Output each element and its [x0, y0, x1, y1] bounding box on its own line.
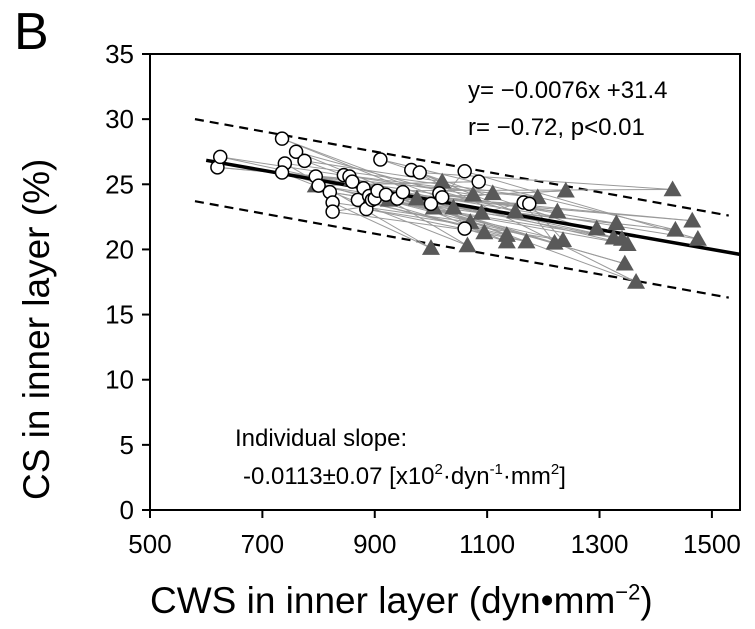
circle-point	[373, 152, 388, 167]
slope-value-sup-1: 2	[435, 461, 443, 478]
circle-point	[311, 178, 326, 193]
triangle-point	[421, 239, 440, 255]
circle-point	[434, 190, 450, 205]
triangle-point	[483, 184, 502, 201]
slope-value-mid-2: ·mm	[503, 463, 551, 490]
triangle-point	[517, 232, 536, 249]
circle-point	[457, 164, 472, 179]
slope-value-end: ]	[559, 463, 566, 490]
pair-line	[528, 203, 564, 241]
circle-point	[288, 144, 304, 159]
slope-value-mid-1: ·dyn	[443, 463, 490, 490]
slope-value-text: -0.0113±0.07 [x10	[243, 463, 435, 490]
y-tick-label: 20	[105, 234, 134, 264]
triangle-point	[444, 198, 463, 215]
slope-title-annotation: Individual slope:	[235, 425, 407, 452]
x-tick-label: 1100	[459, 529, 515, 559]
x-tick-label: 700	[241, 529, 284, 559]
triangle-point	[615, 254, 634, 271]
y-tick-label: 15	[105, 300, 134, 330]
x-axis-label: CWS in inner layer (dyn•mm−2)	[150, 580, 653, 622]
triangle-point	[475, 223, 494, 240]
pair-line	[374, 198, 628, 245]
regression-line	[205, 158, 741, 257]
x-tick-label: 900	[353, 529, 396, 559]
circle-point	[457, 221, 472, 236]
triangle-point	[554, 231, 572, 248]
correlation-annotation: r= −0.72, p<0.01	[468, 114, 645, 141]
triangle-point	[458, 236, 477, 253]
triangle-point	[618, 235, 637, 251]
slope-value-sup-3: 2	[551, 461, 559, 478]
pair-line	[377, 188, 673, 192]
triangle-point	[683, 211, 702, 228]
y-tick-label: 0	[120, 495, 134, 525]
circle-point	[212, 149, 228, 165]
triangle-point	[607, 214, 626, 231]
pair-line	[281, 138, 454, 209]
circle-point	[325, 204, 340, 219]
circle-point	[412, 165, 427, 180]
slope-value-annotation: -0.0113±0.07 [x102·dyn-1·mm2]	[243, 461, 566, 490]
pair-line	[332, 202, 432, 249]
circle-point	[522, 196, 537, 212]
triangle-point	[472, 203, 491, 220]
circle-point	[345, 174, 360, 189]
panel-label: B	[14, 3, 49, 61]
triangle-point	[464, 185, 483, 202]
triangle-point	[666, 220, 685, 237]
triangle-point	[433, 172, 452, 189]
x-tick-label: 500	[128, 529, 171, 559]
triangle-point	[587, 219, 606, 236]
triangle-point	[556, 181, 575, 198]
circle-point	[395, 184, 411, 200]
equation-annotation: y= −0.0076x +31.4	[468, 77, 668, 104]
x-axis-label-exponent: −2	[615, 579, 641, 605]
x-axis-label-text: CWS in inner layer (dyn•mm	[150, 580, 616, 621]
pair-line	[411, 169, 637, 283]
circle-point	[471, 174, 486, 189]
plot-area-border	[149, 53, 741, 511]
y-axis-label: CS in inner layer (%)	[16, 158, 57, 500]
x-tick-label: 1300	[571, 529, 629, 559]
triangle-point	[627, 273, 646, 289]
circle-point	[274, 165, 290, 180]
triangle-point	[407, 189, 426, 206]
triangle-point	[688, 230, 707, 246]
slope-value-sup-2: -1	[490, 461, 503, 478]
triangle-point	[663, 180, 682, 197]
pair-line	[366, 208, 527, 243]
y-tick-label: 25	[105, 169, 134, 199]
circle-point	[423, 196, 439, 212]
triangle-point	[497, 232, 516, 249]
triangle-point	[506, 202, 525, 219]
y-tick-label: 5	[120, 430, 134, 460]
y-tick-label: 35	[105, 39, 134, 69]
circle-point	[297, 153, 312, 169]
triangle-point	[548, 202, 567, 219]
circle-point	[274, 131, 290, 146]
y-tick-label: 30	[105, 104, 134, 134]
x-axis-label-suffix: )	[640, 580, 653, 621]
y-tick-label: 10	[105, 365, 134, 395]
pair-line	[464, 170, 698, 240]
x-tick-label: 1500	[683, 529, 741, 559]
